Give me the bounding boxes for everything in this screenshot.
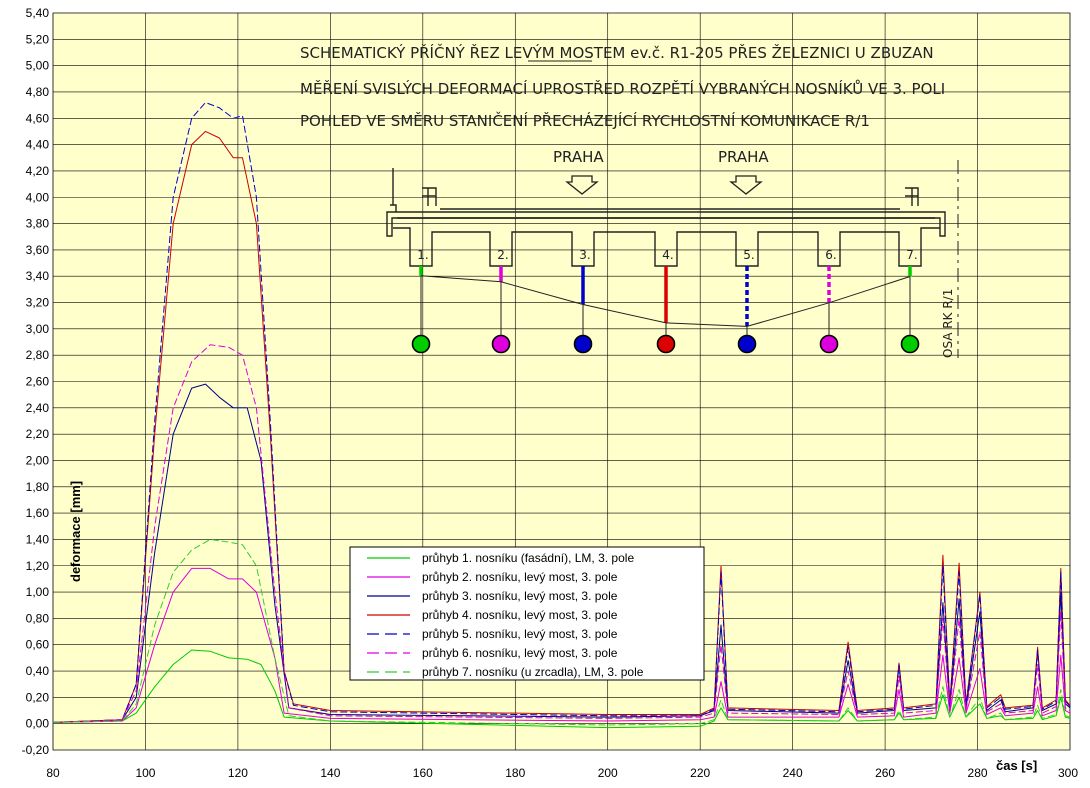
y-tick-label: 2,40 (26, 401, 50, 415)
y-tick-label: 2,80 (26, 348, 50, 362)
beam-number-label: 6. (825, 248, 836, 262)
legend: průhyb 1. nosníku (fasádní), LM, 3. pole… (349, 546, 705, 681)
y-tick-label: 2,00 (26, 453, 50, 467)
beam-marker-circle (737, 334, 757, 354)
x-axis-ticks: 80 100 120 140 160 180 200 220 240 260 280 300 (46, 766, 1078, 780)
series-line-6 (52, 344, 1071, 723)
direction-arrow-left (565, 175, 599, 195)
y-tick-label: 3,00 (26, 322, 50, 336)
legend-label: průhyb 6. nosníku, levý most, 3. pole (422, 646, 618, 660)
annotation-line-1: SCHEMATICKÝ PŘÍČNÝ ŘEZ LEVÝM MOSTEM ev.č… (300, 43, 934, 62)
y-tick-label: 0,40 (26, 664, 50, 678)
osa-label: OSA RK R/1 (941, 289, 955, 358)
x-tick-label: 140 (320, 766, 340, 780)
y-tick-label: 5,00 (26, 59, 50, 73)
x-tick-label: 120 (228, 766, 248, 780)
beam-marker-circle (900, 334, 920, 354)
x-tick-label: 300 (1058, 766, 1078, 780)
y-tick-label: 1,20 (26, 559, 50, 573)
legend-label: průhyb 4. nosníku, levý most, 3. pole (422, 608, 618, 622)
y-tick-label: 1,00 (26, 585, 50, 599)
y-tick-label: 0,00 (26, 717, 50, 731)
x-tick-label: 280 (968, 766, 988, 780)
y-tick-label: 1,60 (26, 506, 50, 520)
series-lines (52, 102, 1071, 729)
cross-section-annotation: SCHEMATICKÝ PŘÍČNÝ ŘEZ LEVÝM MOSTEM ev.č… (300, 43, 959, 358)
beam-number-label: 3. (579, 248, 590, 262)
legend-box (349, 546, 705, 681)
legend-label: průhyb 3. nosníku, levý most, 3. pole (422, 589, 618, 603)
y-tick-label: 4,20 (26, 164, 50, 178)
praha-label-left: PRAHA (553, 148, 604, 166)
y-tick-label: 1,80 (26, 480, 50, 494)
beam-number-label: 1. (417, 248, 428, 262)
x-tick-label: 160 (413, 766, 433, 780)
y-tick-label: 0,20 (26, 690, 50, 704)
x-tick-label: 260 (875, 766, 895, 780)
x-tick-label: 220 (690, 766, 710, 780)
x-tick-label: 200 (598, 766, 618, 780)
beam-marker-circle (656, 334, 676, 354)
annotation-line-3: POHLED VE SMĚRU STANIČENÍ PŘECHÁZEJÍCÍ R… (300, 111, 870, 130)
x-tick-label: 80 (46, 766, 60, 780)
praha-label-right: PRAHA (718, 148, 769, 166)
y-tick-label: 0,60 (26, 638, 50, 652)
legend-label: průhyb 5. nosníku, levý most, 3. pole (422, 627, 618, 641)
y-tick-label: 4,80 (26, 85, 50, 99)
series-line-1 (52, 649, 1071, 729)
beam-number-label: 2. (497, 248, 508, 262)
y-tick-label: -0,20 (22, 743, 50, 757)
series-line-7 (52, 538, 1071, 726)
beam-marker-circle (411, 334, 431, 354)
y-tick-label: 3,60 (26, 243, 50, 257)
beam-marker-circle (573, 334, 593, 354)
series-line-5 (52, 102, 1071, 723)
beam-number-label: 5. (743, 248, 754, 262)
deflection-shape-line (420, 275, 911, 327)
legend-label: průhyb 2. nosníku, levý most, 3. pole (422, 570, 618, 584)
y-tick-label: 2,20 (26, 427, 50, 441)
x-tick-label: 100 (135, 766, 155, 780)
y-axis-title: deformace [mm] (68, 481, 83, 582)
y-tick-label: 0,80 (26, 611, 50, 625)
beam-markers: 1. 2. 3. 4. 5. 6. 7. (411, 248, 920, 354)
y-tick-label: 1,40 (26, 532, 50, 546)
y-tick-label: 4,40 (26, 138, 50, 152)
y-axis-ticks: -0,20 0,00 0,20 0,40 0,60 0,80 1,00 1,20 1,40 1,6… (22, 6, 50, 757)
series-line-2 (52, 567, 1071, 723)
legend-items: průhyb 1. nosníku (fasádní), LM, 3. pole… (367, 551, 644, 679)
x-tick-label: 180 (505, 766, 525, 780)
series-line-3 (52, 383, 1071, 723)
beam-marker-circle (491, 334, 511, 354)
annotation-line-2: MĚŘENÍ SVISLÝCH DEFORMACÍ UPROSTŘED ROZP… (300, 79, 945, 98)
y-tick-label: 3,80 (26, 217, 50, 231)
beam-marker-circle (819, 334, 839, 354)
beam-number-label: 7. (906, 248, 917, 262)
legend-label: průhyb 7. nosníku (u zrcadla), LM, 3. po… (422, 665, 644, 679)
beam-number-label: 4. (662, 248, 673, 262)
legend-label: průhyb 1. nosníku (fasádní), LM, 3. pole (422, 551, 634, 565)
y-tick-label: 2,60 (26, 375, 50, 389)
y-tick-label: 3,20 (26, 296, 50, 310)
y-tick-label: 4,00 (26, 190, 50, 204)
y-tick-label: 5,20 (26, 32, 50, 46)
direction-arrow-right (729, 175, 763, 195)
y-tick-label: 5,40 (26, 6, 50, 20)
y-tick-label: 3,40 (26, 269, 50, 283)
x-axis-title: čas [s] (996, 758, 1037, 773)
y-tick-label: 4,60 (26, 111, 50, 125)
x-tick-label: 240 (783, 766, 803, 780)
